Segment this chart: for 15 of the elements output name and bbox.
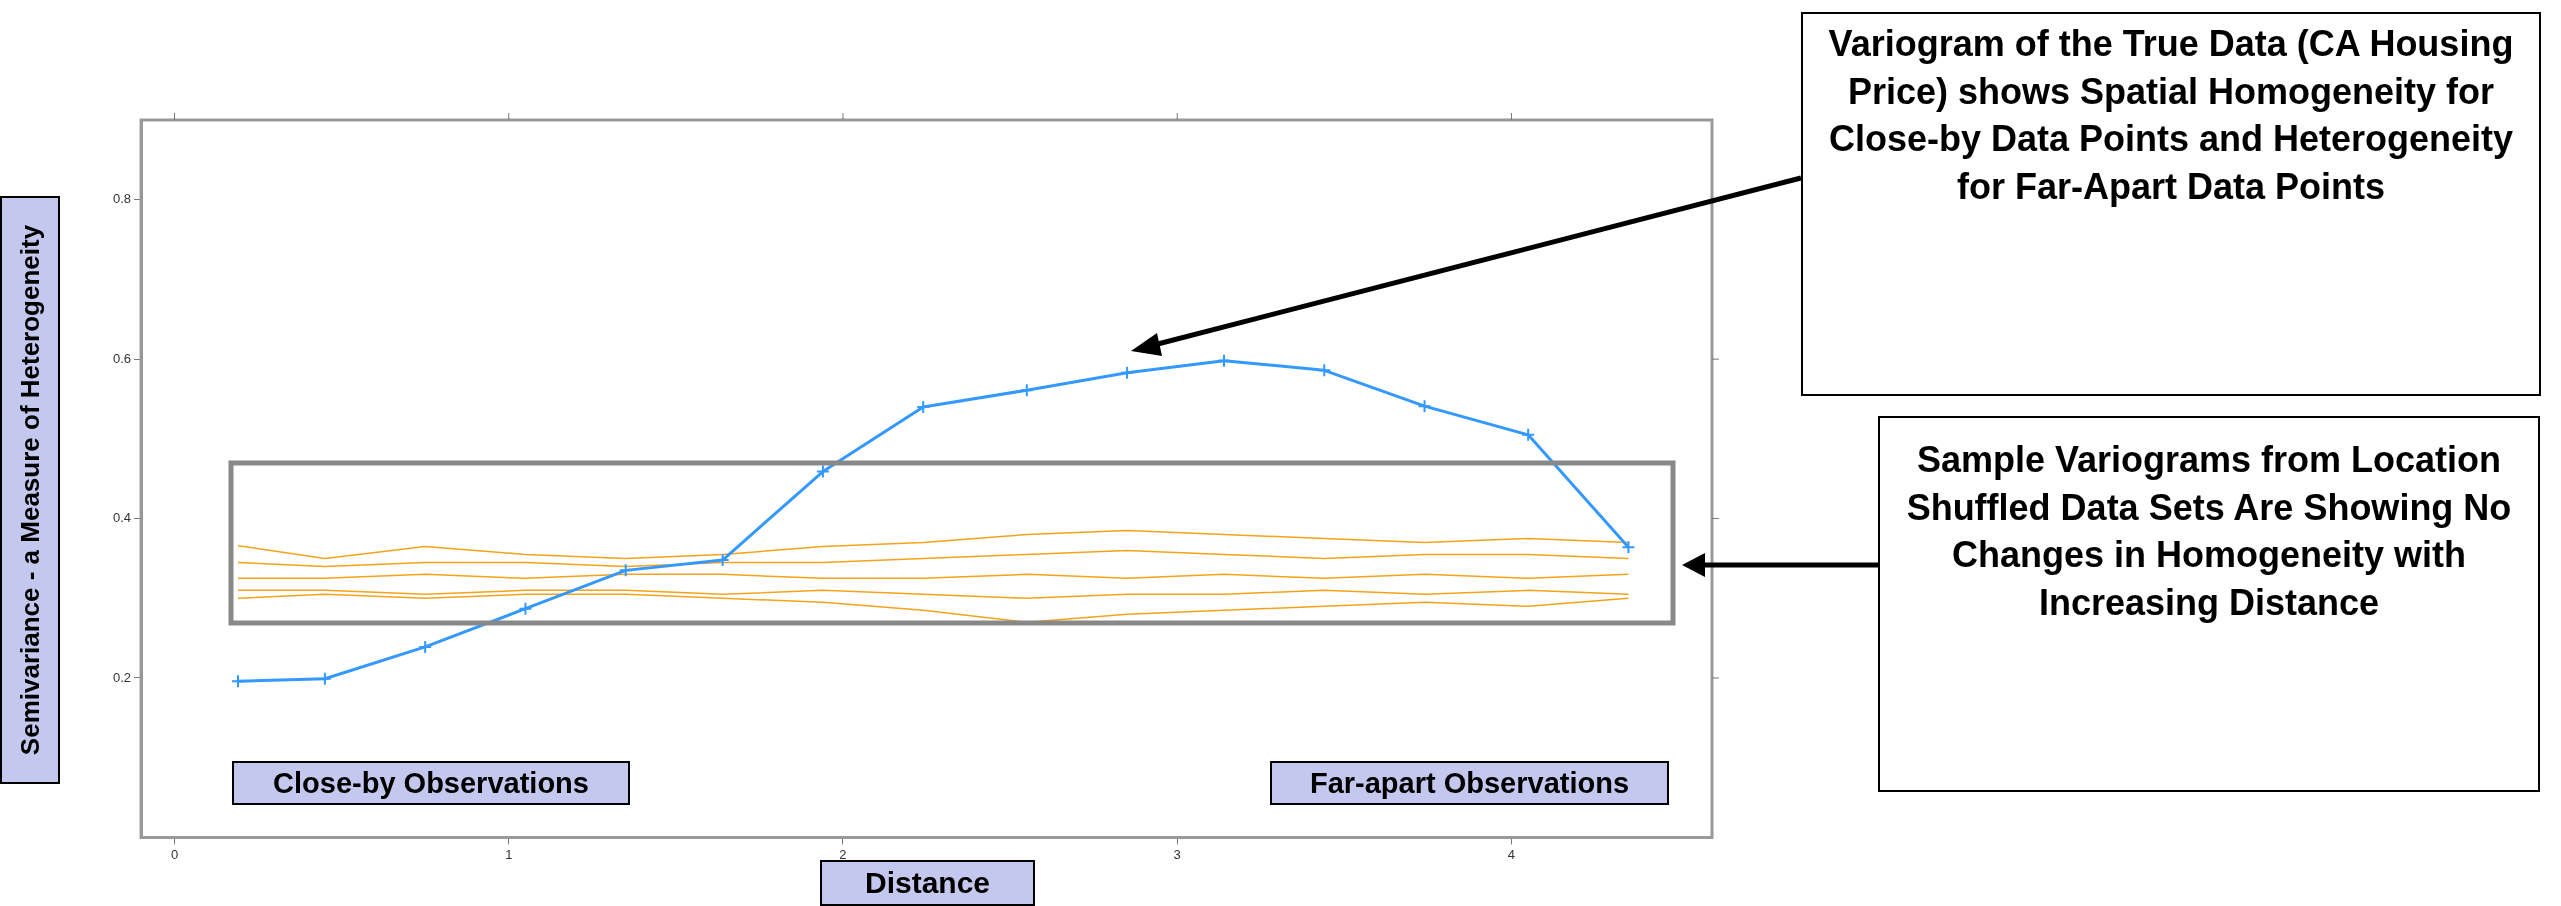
y-axis-title: Semivariance - a Measure of Heterogeneity [0, 196, 60, 784]
x-tick-label: 3 [1173, 846, 1181, 862]
y-tick-label: 0.6 [112, 350, 132, 366]
x-tick-label: 0 [170, 846, 179, 862]
annotation: Close-by Observations [232, 761, 630, 805]
y-tick-label: 0.4 [112, 510, 132, 526]
y-tick-label: 0.8 [112, 191, 132, 207]
y-tick-label: 0.2 [112, 669, 132, 685]
x-tick-label: 1 [505, 846, 513, 862]
x-axis-title: Distance [820, 860, 1035, 906]
x-tick-label: 2 [839, 846, 847, 862]
text: Variogram of the True Data (CA Housing Price) shows Spatial Homogeneity for Close-by Data Points and Heterogeneity for Far-Apart Data Points [1801, 12, 2541, 396]
x-tick-label: 4 [1507, 846, 1516, 862]
annotation: Far-apart Observations [1270, 761, 1669, 805]
text: Sample Variograms from Location Shuffled Data Sets Are Showing No Changes in Homogeneity with Increasing Distance [1878, 416, 2540, 792]
